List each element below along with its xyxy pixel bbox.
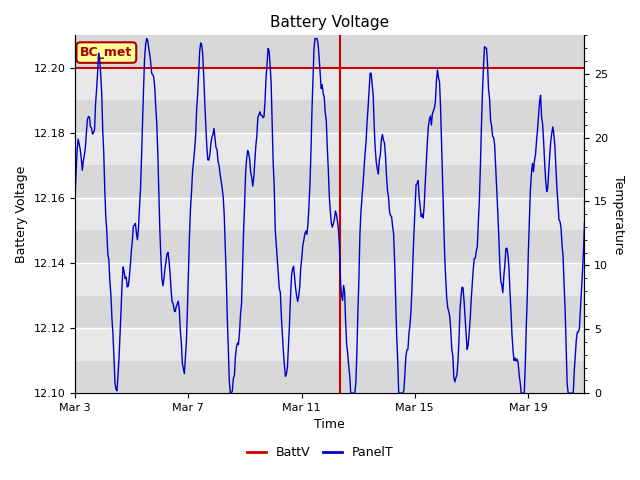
Y-axis label: Battery Voltage: Battery Voltage	[15, 166, 28, 263]
Bar	[75, 100, 584, 133]
Bar	[75, 133, 584, 166]
Bar	[75, 328, 584, 360]
Bar	[75, 263, 584, 296]
Bar	[75, 360, 584, 393]
Title: Battery Voltage: Battery Voltage	[270, 15, 389, 30]
Y-axis label: Temperature: Temperature	[612, 175, 625, 254]
Bar	[75, 230, 584, 263]
Bar	[75, 198, 584, 230]
Bar	[75, 296, 584, 328]
Bar	[75, 36, 584, 68]
Bar	[75, 166, 584, 198]
X-axis label: Time: Time	[314, 419, 345, 432]
Text: BC_met: BC_met	[80, 46, 132, 59]
Bar	[75, 68, 584, 100]
Legend: BattV, PanelT: BattV, PanelT	[242, 441, 398, 464]
